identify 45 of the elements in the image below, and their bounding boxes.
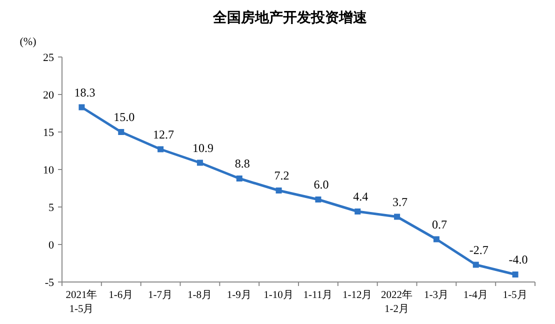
y-tick-label: 5	[48, 202, 54, 214]
data-label: -2.7	[469, 242, 488, 257]
point	[394, 214, 400, 220]
chart-title: 全国房地产开发投资增速	[212, 9, 368, 26]
x-tick-label: 1-5月	[502, 289, 528, 301]
x-tick-label: 1-10月	[264, 289, 294, 301]
x-tick-label: 1-8月	[187, 289, 212, 301]
y-tick-label: 0	[48, 240, 54, 252]
y-tick-label: 15	[43, 127, 54, 139]
point	[354, 208, 361, 214]
x-tick-label: 1-11月	[303, 289, 334, 301]
data-label: 4.4	[353, 190, 368, 204]
data-label: 8.8	[234, 156, 250, 170]
y-axis-title: (%)	[20, 36, 37, 48]
x-tick-label: 1-4月	[463, 289, 488, 301]
x-tick-label: 1-9月	[226, 289, 252, 301]
x-tick-label: 1-6月	[108, 289, 134, 301]
point	[315, 196, 322, 202]
data-label: 0.7	[432, 217, 447, 232]
y-tick-label: -5	[44, 277, 54, 289]
x-tick-label: 1-12月	[342, 289, 373, 301]
point	[276, 188, 282, 194]
point	[78, 104, 85, 110]
data-label: 12.7	[153, 127, 174, 142]
data-label: 15.0	[114, 110, 135, 124]
data-label: -4.0	[508, 252, 528, 266]
data-label: 6.0	[314, 178, 329, 192]
point	[433, 236, 440, 242]
data-label: 7.2	[274, 168, 290, 182]
point	[118, 129, 124, 135]
point	[236, 176, 242, 182]
x-tick-label: 1-3月	[424, 289, 449, 301]
point	[512, 272, 518, 278]
data-label: 3.7	[392, 194, 408, 209]
y-tick-label: 25	[43, 52, 54, 64]
point	[196, 160, 203, 166]
x-tick-label: 2022年 1-2月	[381, 289, 414, 315]
x-tick-label: 1-7月	[148, 289, 174, 301]
point	[472, 262, 479, 268]
data-label: 18.3	[74, 85, 96, 100]
y-tick-label: 10	[43, 164, 54, 176]
y-tick-label: 20	[43, 90, 54, 102]
x-tick-label: 2021年 1-5月	[66, 289, 98, 315]
point	[158, 146, 164, 152]
data-label: 10.9	[192, 140, 214, 155]
